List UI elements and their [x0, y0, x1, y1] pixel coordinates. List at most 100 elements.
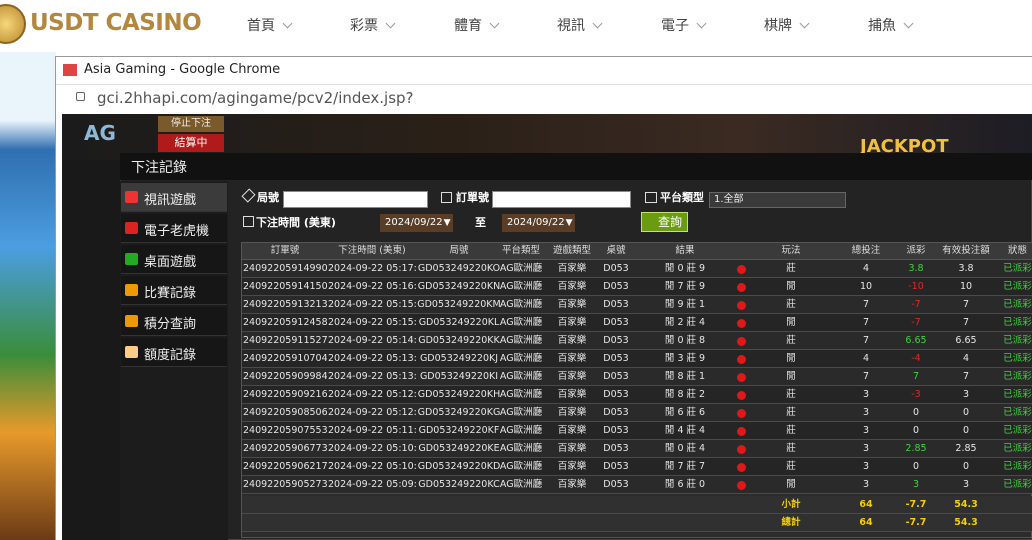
menu-item[interactable]: 首頁 — [247, 15, 291, 35]
table-cell: GD053249220KH — [417, 389, 501, 400]
menu-item[interactable]: 彩票 — [350, 15, 394, 35]
table-row — [242, 458, 1032, 476]
table-row — [242, 332, 1032, 350]
sidebar-label[interactable]: 額度記錄 — [144, 348, 197, 363]
play-icon[interactable] — [737, 373, 746, 382]
sidebar-item[interactable] — [121, 307, 227, 336]
table-cell: GD053249220KI — [419, 371, 499, 382]
favicon — [63, 64, 77, 76]
url[interactable]: gci.2hhapi.com/agingame/pcv2/index.jsp? — [97, 89, 414, 107]
table-cell: AG歐洲廳 — [499, 461, 543, 472]
table-cell: AG歐洲廳 — [499, 443, 543, 454]
table-cell: 3 — [862, 407, 870, 418]
table-cell: 2.85 — [955, 443, 977, 454]
table-cell: 2.85 — [905, 443, 927, 454]
table-cell: AG歐洲廳 — [499, 335, 543, 346]
menu-item[interactable]: 體育 — [454, 15, 498, 35]
table-cell: 4 — [962, 353, 970, 364]
table-cell: D053 — [603, 407, 629, 418]
menu-item[interactable]: 捕魚 — [868, 15, 912, 35]
table-cell: 已派彩 — [1003, 263, 1032, 274]
menu-item[interactable]: 電子 — [661, 15, 705, 35]
table-cell: 百家樂 — [557, 281, 587, 292]
table-cell: 閒 9 莊 1 — [664, 299, 706, 310]
table-cell: 2024-09-22 05:10:18 — [328, 461, 416, 472]
summary-label: 小計 — [781, 499, 801, 510]
platform-select[interactable]: 1.全部 — [709, 192, 846, 208]
table-cell: 3 — [862, 389, 870, 400]
sidebar-item[interactable] — [121, 276, 227, 305]
table-cell: 閒 — [786, 371, 796, 382]
table-cell: D053 — [603, 461, 629, 472]
table-cell: 莊 — [786, 335, 796, 346]
column-header: 有效投注額 — [942, 245, 990, 256]
menu-item[interactable]: 棋牌 — [764, 15, 808, 35]
table-row — [242, 386, 1032, 404]
sidebar-label[interactable]: 積分查詢 — [144, 317, 197, 332]
sidebar-item[interactable] — [121, 214, 227, 243]
sidebar-item[interactable] — [121, 245, 227, 274]
filter-label: 下注時間 (美東) — [256, 216, 336, 229]
table-cell: AG歐洲廳 — [499, 281, 543, 292]
background-banner — [0, 52, 56, 540]
sidebar-label[interactable]: 桌面遊戲 — [144, 255, 197, 270]
play-icon[interactable] — [737, 283, 746, 292]
sidebar-icon — [125, 222, 138, 234]
table-cell: 百家樂 — [557, 461, 587, 472]
order-input[interactable] — [492, 191, 631, 208]
table-cell: 百家樂 — [557, 479, 587, 490]
end-date[interactable]: 2024/09/22 — [502, 214, 575, 232]
table-cell: 閒 3 莊 9 — [664, 353, 706, 364]
play-icon[interactable] — [737, 337, 746, 346]
filter-label: 局號 — [257, 191, 279, 204]
play-icon[interactable] — [737, 391, 746, 400]
round-input[interactable] — [283, 191, 428, 208]
sidebar-label[interactable]: 比賽記錄 — [144, 286, 197, 301]
table-cell: 240922059115274 — [243, 335, 327, 346]
play-icon[interactable] — [737, 427, 746, 436]
table-cell: 閒 8 莊 1 — [664, 371, 706, 382]
sidebar-label[interactable]: 電子老虎機 — [144, 224, 210, 239]
summary-value: 64 — [859, 499, 873, 510]
play-icon[interactable] — [737, 265, 746, 274]
table-cell: 2024-09-22 05:12:40 — [328, 389, 416, 400]
table-cell: 0 — [912, 461, 920, 472]
sidebar-label[interactable]: 視訊遊戲 — [144, 193, 197, 208]
table-cell: 已派彩 — [1003, 353, 1032, 364]
table-cell: 2024-09-22 05:15:48 — [328, 299, 416, 310]
play-icon[interactable] — [737, 463, 746, 472]
menu-item[interactable]: 視訊 — [557, 15, 601, 35]
search-button[interactable]: 查詢 — [641, 212, 688, 232]
table-cell: 240922059141507 — [243, 281, 327, 292]
column-header: 遊戲類型 — [552, 245, 591, 256]
start-date[interactable]: 2024/09/22 — [380, 214, 453, 232]
play-icon[interactable] — [737, 319, 746, 328]
table-cell: AG歐洲廳 — [499, 479, 543, 490]
table-cell: 2024-09-22 05:16:29 — [328, 281, 416, 292]
sidebar-item[interactable] — [121, 338, 227, 367]
play-icon[interactable] — [737, 355, 746, 364]
play-icon[interactable] — [737, 409, 746, 418]
table-cell: -7 — [911, 317, 921, 328]
play-icon[interactable] — [737, 301, 746, 310]
column-header: 平台類型 — [501, 245, 540, 256]
table-cell: 2024-09-22 05:13:50 — [328, 353, 416, 364]
grid-icon — [645, 192, 657, 203]
table-cell: D053 — [603, 389, 629, 400]
play-icon[interactable] — [737, 481, 746, 490]
summary-value: -7.7 — [905, 517, 927, 528]
column-header: 派彩 — [906, 245, 926, 256]
table-cell: GD053249220KN — [417, 281, 501, 292]
table-cell: 閒 7 莊 7 — [664, 461, 706, 472]
table-cell: GD053249220KE — [418, 443, 500, 454]
table-cell: 閒 2 莊 4 — [664, 317, 706, 328]
sidebar-item[interactable] — [121, 183, 227, 212]
table-cell: AG歐洲廳 — [499, 389, 543, 400]
table-cell: 240922059062179 — [243, 461, 327, 472]
play-icon[interactable] — [737, 445, 746, 454]
table-cell: AG歐洲廳 — [499, 299, 543, 310]
sidebar-icon — [125, 253, 138, 265]
window-title: Asia Gaming - Google Chrome — [84, 62, 281, 77]
table-cell: 3.8 — [908, 263, 924, 274]
